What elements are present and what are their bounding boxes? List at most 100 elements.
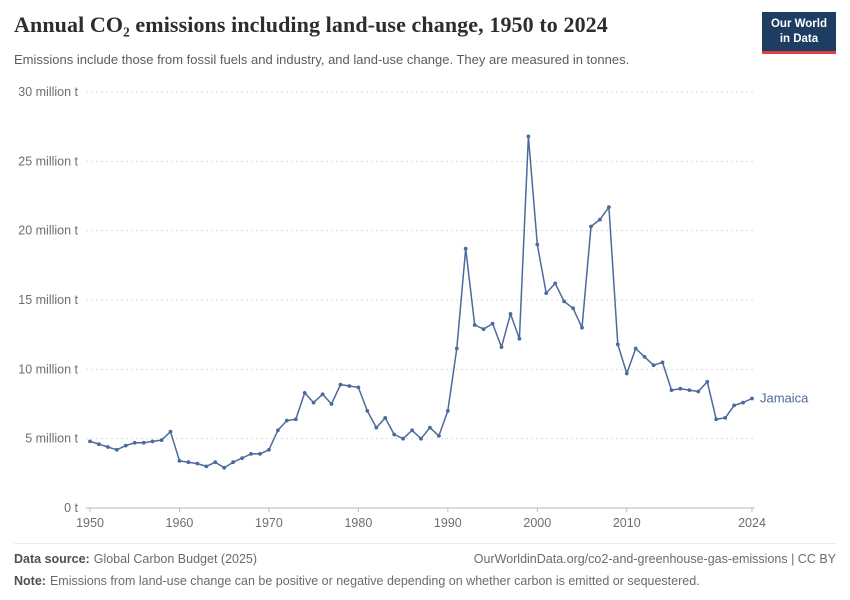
note-value: Emissions from land-use change can be po…	[49, 573, 700, 588]
data-point	[231, 460, 236, 465]
data-point	[660, 360, 665, 365]
owid-logo[interactable]: Our World in Data	[761, 12, 836, 54]
x-axis-tick-label: 1990	[434, 516, 462, 530]
x-axis-tick-label: 1980	[344, 516, 372, 530]
x-axis-tick-label: 2024	[738, 516, 766, 530]
footer-note-line: Note: Emissions from land-use change can …	[14, 573, 836, 591]
data-point	[222, 465, 227, 470]
data-point	[723, 416, 728, 420]
y-axis-tick-label: 0 t	[64, 501, 78, 515]
data-point	[329, 402, 334, 406]
series-entity-label[interactable]: Jamaica	[760, 390, 809, 405]
data-point	[320, 392, 325, 397]
data-point	[517, 336, 522, 341]
data-point	[535, 242, 540, 247]
data-point	[97, 442, 101, 447]
data-point	[186, 460, 191, 465]
data-point	[419, 436, 423, 441]
data-point	[401, 436, 405, 441]
data-point	[732, 403, 736, 408]
data-point	[392, 432, 397, 437]
data-point	[88, 439, 92, 444]
data-point	[615, 342, 620, 347]
data-point	[106, 445, 110, 449]
note-label: Note:	[14, 573, 46, 588]
data-point	[607, 205, 611, 210]
data-point	[159, 438, 164, 442]
data-point	[526, 134, 531, 139]
data-point	[311, 400, 316, 405]
data-point	[141, 440, 146, 445]
data-point	[481, 327, 486, 331]
data-point	[213, 460, 218, 465]
data-point	[204, 464, 209, 469]
data-point	[580, 325, 584, 330]
data-point	[428, 425, 432, 430]
y-axis-tick-label: 25 million t	[18, 154, 78, 168]
x-axis-tick-label: 1960	[166, 516, 194, 530]
y-axis-tick-label: 30 million t	[18, 85, 78, 99]
data-point	[267, 447, 271, 452]
data-point	[302, 391, 307, 395]
footer-citation-url: OurWorldinData.org/co2-and-greenhouse-ga…	[473, 552, 836, 566]
y-axis-tick-label: 20 million t	[18, 224, 78, 238]
series-line[interactable]	[89, 135, 753, 469]
data-point	[383, 416, 388, 420]
data-point	[589, 224, 593, 229]
x-axis-tick-label: 2010	[613, 516, 641, 530]
data-source-line: Data source: Global Carbon Budget (2025)	[14, 551, 257, 569]
data-point	[571, 306, 575, 311]
data-point	[177, 459, 182, 463]
data-point	[347, 384, 352, 388]
data-point	[562, 299, 566, 304]
data-point	[705, 379, 710, 384]
chart-title: Annual CO₂ emissions including land-use …	[14, 12, 608, 37]
data-point	[490, 321, 495, 326]
x-axis-tick-label: 1970	[255, 516, 283, 530]
data-point	[598, 217, 602, 222]
y-axis-tick-label: 5 million t	[25, 432, 78, 446]
y-axis-tick-label: 10 million t	[18, 362, 78, 376]
data-point	[410, 428, 414, 433]
data-point	[633, 346, 638, 351]
data-point	[276, 428, 280, 433]
data-point	[678, 386, 683, 391]
data-point	[696, 389, 701, 394]
x-axis-tick-label: 2000	[523, 516, 551, 530]
data-point	[651, 363, 656, 368]
data-point	[374, 425, 379, 430]
data-point	[338, 382, 343, 387]
y-axis-tick-label: 15 million t	[18, 293, 78, 307]
chart-subtitle: Emissions include those from fossil fuel…	[14, 52, 630, 67]
data-point	[687, 388, 692, 392]
data-point	[356, 385, 361, 390]
owid-logo-line1: Our World	[770, 18, 827, 30]
data-point	[472, 323, 477, 327]
data-point	[249, 452, 253, 456]
data-point	[240, 456, 245, 460]
data-point	[750, 396, 754, 401]
data-point	[544, 291, 549, 295]
data-point	[741, 400, 745, 405]
owid-logo-line2: in Data	[779, 32, 819, 45]
data-point	[445, 409, 450, 413]
data-point	[150, 439, 155, 444]
data-point	[624, 371, 629, 376]
data-point	[499, 345, 504, 349]
data-point	[642, 355, 647, 359]
data-point	[669, 388, 674, 392]
data-point	[553, 281, 558, 286]
data-point	[463, 246, 468, 251]
data-point	[258, 452, 262, 456]
chart-footer: Data source: Global Carbon Budget (2025) …	[14, 543, 836, 590]
data-point	[114, 447, 119, 452]
data-point	[293, 417, 298, 422]
data-point	[132, 440, 137, 445]
data-source-label: Data source:	[14, 552, 90, 566]
x-axis-tick-label: 1950	[76, 516, 104, 530]
data-point	[437, 434, 441, 438]
data-point	[365, 409, 370, 413]
data-point	[508, 312, 513, 316]
